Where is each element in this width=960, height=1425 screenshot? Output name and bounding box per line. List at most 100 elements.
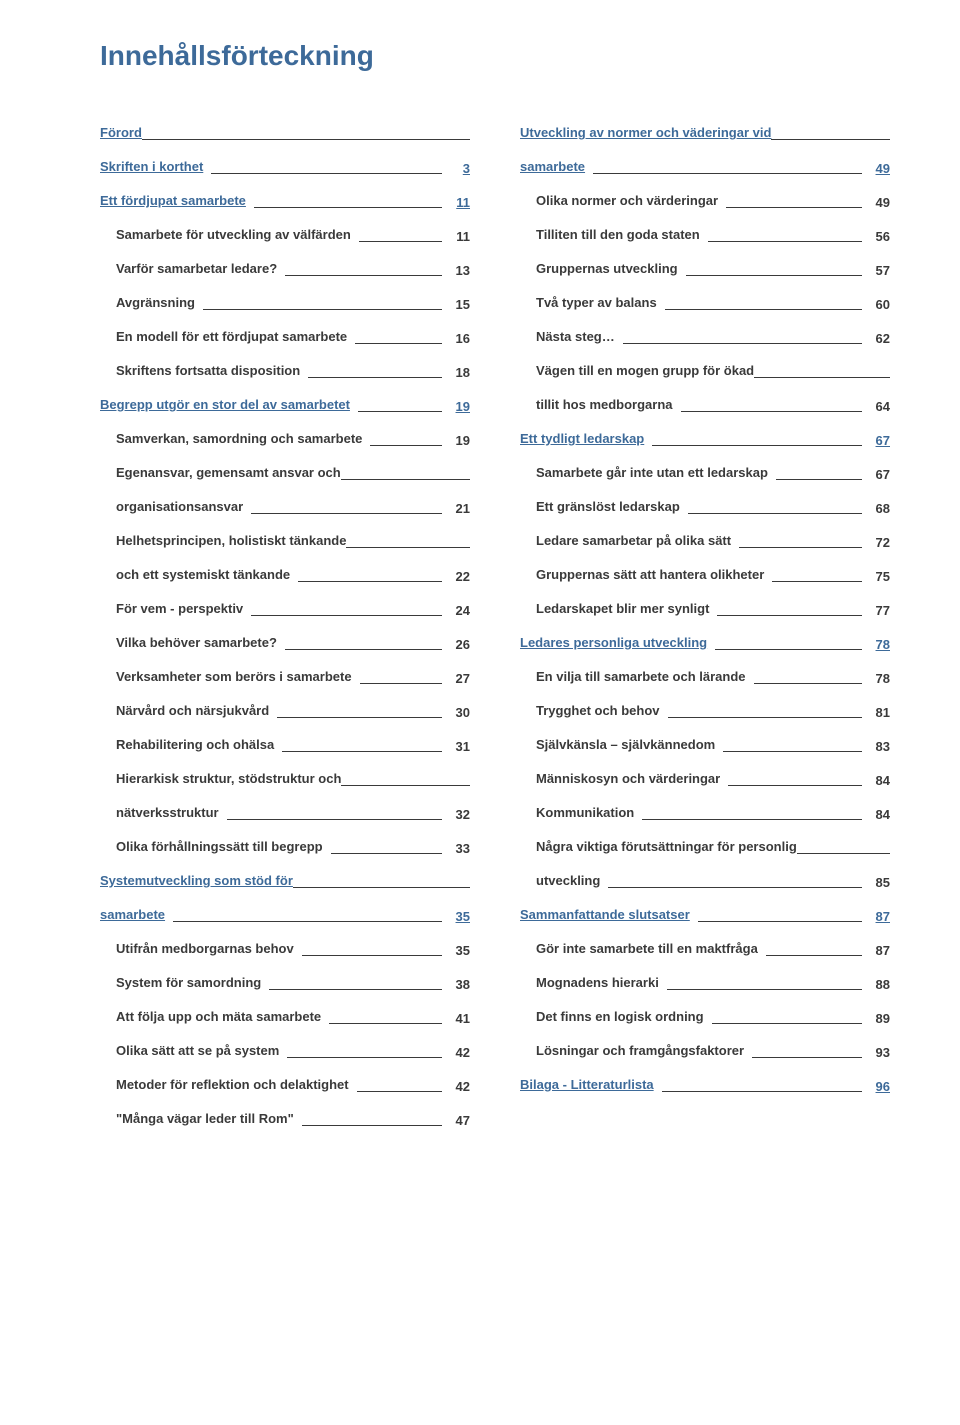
toc-page-number[interactable]: 3 <box>444 161 470 176</box>
toc-label-link[interactable]: Förord <box>100 125 142 140</box>
toc-leader-line <box>302 1112 442 1126</box>
toc-leader-line <box>302 942 442 956</box>
toc-label: För vem - perspektiv <box>116 601 243 616</box>
toc-page-number[interactable]: 35 <box>444 909 470 924</box>
toc-entry: Verksamheter som berörs i samarbete27 <box>100 652 470 686</box>
toc-label-link[interactable]: Skriften i korthet <box>100 159 203 174</box>
toc-label-link[interactable]: Sammanfattande slutsatser <box>520 907 690 922</box>
toc-page-number: 22 <box>444 569 470 584</box>
toc-page-number[interactable]: 78 <box>864 637 890 652</box>
toc-leader-line <box>355 330 442 344</box>
toc-entry: Varför samarbetar ledare?13 <box>100 244 470 278</box>
toc-entry: Lösningar och framgångsfaktorer93 <box>520 1026 890 1060</box>
toc-entry: Begrepp utgör en stor del av samarbetet 1… <box>100 380 470 414</box>
toc-entry: Helhetsprincipen, holistiskt tänkande <box>100 516 470 550</box>
toc-leader-line <box>681 398 862 412</box>
toc-label-link[interactable]: samarbete <box>520 159 585 174</box>
toc-label-box: Gruppernas sätt att hantera olikheter <box>536 566 770 584</box>
toc-label-box: Ett tydligt ledarskap <box>520 430 650 448</box>
toc-page-number: 18 <box>444 365 470 380</box>
toc-label-link[interactable]: samarbete <box>100 907 165 922</box>
toc-entry: En vilja till samarbete och lärande78 <box>520 652 890 686</box>
toc-label-box: Systemutveckling som stöd för <box>100 872 440 890</box>
toc-label-box: och ett systemiskt tänkande <box>116 566 296 584</box>
toc-page-number: 30 <box>444 705 470 720</box>
toc-label: tillit hos medborgarna <box>536 397 673 412</box>
toc-entry: tillit hos medborgarna64 <box>520 380 890 414</box>
toc-label-box: Ett gränslöst ledarskap <box>536 498 686 516</box>
toc-label: Tilliten till den goda staten <box>536 227 700 242</box>
toc-page-number[interactable]: 11 <box>444 195 470 210</box>
toc-entry: Egenansvar, gemensamt ansvar och <box>100 448 470 482</box>
toc-label-box: nätverksstruktur <box>116 804 225 822</box>
toc-label: Gruppernas utveckling <box>536 261 678 276</box>
toc-page-number: 11 <box>444 229 470 244</box>
toc-label-box: Lösningar och framgångsfaktorer <box>536 1042 750 1060</box>
toc-label-box: Varför samarbetar ledare? <box>116 260 283 278</box>
toc-leader-line <box>282 738 442 752</box>
toc-leader-line <box>357 1078 442 1092</box>
toc-label-link[interactable]: Utveckling av normer och väderingar vid <box>520 125 771 140</box>
toc-label: Vägen till en mogen grupp för ökad <box>536 363 754 378</box>
toc-leader-line <box>203 296 442 310</box>
toc-page-number[interactable]: 96 <box>864 1079 890 1094</box>
toc-label: Olika normer och värderingar <box>536 193 718 208</box>
toc-page-number: 85 <box>864 875 890 890</box>
toc-leader-line <box>285 636 442 650</box>
toc-label-link[interactable]: Ett fördjupat samarbete <box>100 193 246 208</box>
toc-page-number: 41 <box>444 1011 470 1026</box>
toc-page-number: 72 <box>864 535 890 550</box>
toc-page-number: 83 <box>864 739 890 754</box>
toc-left-column: FörordSkriften i korthet3Ett fördjupat s… <box>100 108 470 1128</box>
toc-label: Samarbete för utveckling av välfärden <box>116 227 351 242</box>
toc-entry: Metoder för reflektion och delaktighet42 <box>100 1060 470 1094</box>
toc-label-box: Utifrån medborgarnas behov <box>116 940 300 958</box>
toc-leader-line <box>173 908 442 922</box>
toc-entry: Ledare samarbetar på olika sätt72 <box>520 516 890 550</box>
toc-leader-line <box>772 568 862 582</box>
toc-label-box: En modell för ett fördjupat samarbete <box>116 328 353 346</box>
toc-entry: Ett tydligt ledarskap 67 <box>520 414 890 448</box>
toc-entry: Ett fördjupat samarbete 11 <box>100 176 470 210</box>
toc-leader-line <box>665 296 862 310</box>
toc-label: Några viktiga förutsättningar för person… <box>536 839 797 854</box>
toc-label: Rehabilitering och ohälsa <box>116 737 274 752</box>
toc-label-box: Gruppernas utveckling <box>536 260 684 278</box>
toc-leader-line <box>776 466 862 480</box>
toc-page-number[interactable]: 67 <box>864 433 890 448</box>
toc-label-box: En vilja till samarbete och lärande <box>536 668 752 686</box>
toc-label-link[interactable]: Bilaga - Litteraturlista <box>520 1077 654 1092</box>
toc-page-number: 16 <box>444 331 470 346</box>
toc-entry: Utveckling av normer och väderingar vid <box>520 108 890 142</box>
toc-label-box: Avgränsning <box>116 294 201 312</box>
toc-page-number: 56 <box>864 229 890 244</box>
toc-label: Mognadens hierarki <box>536 975 659 990</box>
toc-label-box: Trygghet och behov <box>536 702 666 720</box>
toc-label-link[interactable]: Ett tydligt ledarskap <box>520 431 644 446</box>
toc-columns: FörordSkriften i korthet3Ett fördjupat s… <box>100 108 890 1128</box>
toc-leader-line <box>642 806 862 820</box>
toc-page-number[interactable]: 19 <box>444 399 470 414</box>
toc-leader-line <box>285 262 442 276</box>
toc-entry: För vem - perspektiv24 <box>100 584 470 618</box>
toc-label-box: Ett fördjupat samarbete <box>100 192 252 210</box>
toc-label: Skriftens fortsatta disposition <box>116 363 300 378</box>
toc-entry: "Många vägar leder till Rom"47 <box>100 1094 470 1128</box>
toc-page-number: 33 <box>444 841 470 856</box>
toc-label-link[interactable]: Begrepp utgör en stor del av samarbetet <box>100 397 350 412</box>
toc-page-number: 47 <box>444 1113 470 1128</box>
toc-label-link[interactable]: Systemutveckling som stöd för <box>100 873 293 888</box>
toc-label-link[interactable]: Ledares personliga utveckling <box>520 635 707 650</box>
toc-label-box: System för samordning <box>116 974 267 992</box>
toc-label-box: Gör inte samarbete till en maktfråga <box>536 940 764 958</box>
toc-label: Avgränsning <box>116 295 195 310</box>
toc-page-number: 87 <box>864 943 890 958</box>
toc-page-number[interactable]: 87 <box>864 909 890 924</box>
toc-page-number: 68 <box>864 501 890 516</box>
toc-page-number: 38 <box>444 977 470 992</box>
toc-page-number[interactable]: 49 <box>864 161 890 176</box>
toc-label-box: Bilaga - Litteraturlista <box>520 1076 660 1094</box>
toc-page-number: 42 <box>444 1079 470 1094</box>
toc-entry: Rehabilitering och ohälsa31 <box>100 720 470 754</box>
toc-leader-line <box>211 160 442 174</box>
